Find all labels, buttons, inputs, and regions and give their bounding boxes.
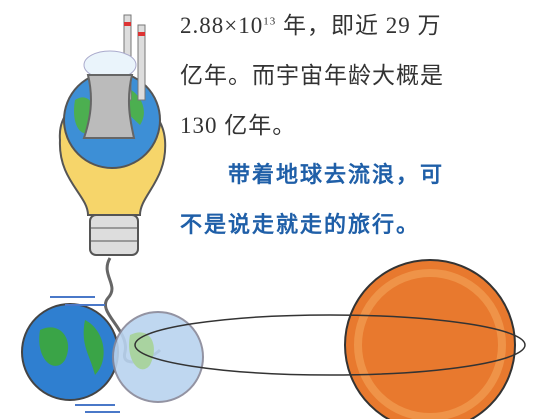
earth-faded bbox=[112, 311, 204, 403]
text-line: 带着地球去流浪，可 bbox=[228, 163, 445, 188]
chimney bbox=[137, 24, 146, 101]
cooling-tower bbox=[82, 74, 136, 139]
text-line: 不是说走就走的旅行。 bbox=[180, 213, 421, 238]
bulb-base bbox=[89, 214, 139, 256]
text-line: 130 亿年。 bbox=[180, 113, 297, 138]
orbit bbox=[134, 314, 526, 376]
text-line: 亿年。而宇宙年龄大概是 bbox=[180, 63, 444, 88]
text-line: 2.88×1013 年，即近 29 万 bbox=[180, 13, 442, 38]
sun bbox=[344, 259, 516, 419]
